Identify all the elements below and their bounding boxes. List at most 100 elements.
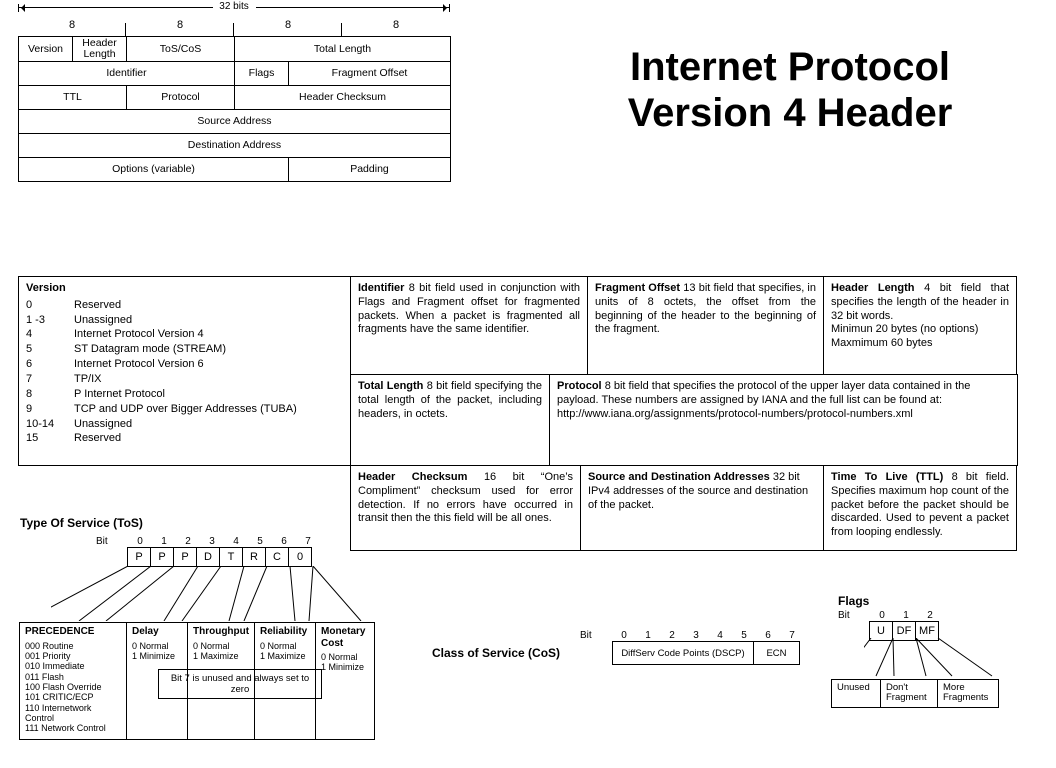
desc-proto-body: 8 bit field that specifies the protocol … (557, 380, 970, 406)
bit-label: 1 (894, 610, 918, 621)
desc-hlen-title: Header Length (831, 282, 915, 294)
precedence-row: 100 Flash Override (25, 682, 121, 692)
title-line2: Version 4 Header (628, 91, 953, 135)
tos-bit: P (150, 547, 174, 567)
octet-label: 8 (126, 19, 234, 31)
field-padding: Padding (289, 158, 451, 182)
desc-cksum-title: Header Checksum (358, 471, 467, 483)
monetary-title: Monetary Cost (321, 626, 369, 649)
monetary-r1: 1 Minimize (321, 662, 369, 672)
page-title: Internet Protocol Version 4 Header (540, 44, 1040, 136)
bit-label: 2 (176, 536, 200, 547)
flags-section: Flags Bit 0 1 2 U DF MF Unused Don't Fra… (838, 594, 1038, 708)
octet-labels-row: 8 8 8 8 (18, 14, 450, 36)
version-row: 10-14Unassigned (26, 417, 343, 432)
flags-mf-box: More Fragments (937, 679, 999, 708)
bit-word: Bit (580, 630, 612, 641)
version-row: 5ST Datagram mode (STREAM) (26, 342, 343, 357)
version-row: 0Reserved (26, 298, 343, 313)
desc-addresses: Source and Destination Addresses 32 bit … (580, 465, 824, 551)
version-row: 15Reserved (26, 431, 343, 446)
bit-label: 0 (128, 536, 152, 547)
delay-title: Delay (132, 626, 182, 638)
field-ttl: TTL (19, 86, 127, 110)
version-row: 6Internet Protocol Version 6 (26, 357, 343, 372)
field-options: Options (variable) (19, 158, 289, 182)
desc-proto-title: Protocol (557, 380, 602, 392)
version-row: 7TP/IX (26, 372, 343, 387)
precedence-row: 000 Routine (25, 641, 121, 651)
desc-hlen-l3: Maxmimum 60 bytes (831, 337, 932, 349)
bit-label: 0 (612, 630, 636, 641)
tos-bit: R (242, 547, 266, 567)
field-total-length: Total Length (235, 37, 451, 62)
bit-word: Bit (838, 610, 870, 621)
throughput-r0: 0 Normal (193, 641, 249, 651)
desc-ttl-title: Time To Live (TTL) (831, 471, 943, 483)
tos-bit: P (173, 547, 197, 567)
bit-label: 3 (684, 630, 708, 641)
precedence-row: 101 CRITIC/ECP (25, 692, 121, 702)
bit-label: 5 (732, 630, 756, 641)
tos-monetary-box: Monetary Cost 0 Normal 1 Minimize (315, 622, 375, 740)
bit-label: 7 (780, 630, 804, 641)
desc-frag-title: Fragment Offset (595, 282, 680, 294)
monetary-r0: 0 Normal (321, 652, 369, 662)
desc-ttl: Time To Live (TTL) 8 bit field. Specifie… (823, 465, 1017, 551)
bit-word: Bit (96, 536, 128, 547)
precedence-row: 010 Immediate (25, 661, 121, 671)
flags-boxes: Unused Don't Fragment More Fragments (832, 679, 1038, 708)
field-header-length: Header Length (73, 37, 127, 62)
delay-r0: 0 Normal (132, 641, 182, 651)
octet-label: 8 (18, 19, 126, 31)
field-version: Version (19, 37, 73, 62)
bit-label: 7 (296, 536, 320, 547)
flags-title: Flags (838, 594, 1038, 608)
bit-label: 5 (248, 536, 272, 547)
flags-df-box: Don't Fragment (880, 679, 938, 708)
bit-label: 4 (708, 630, 732, 641)
reliability-title: Reliability (260, 626, 310, 638)
bit-label: 0 (870, 610, 894, 621)
field-fragment-offset: Fragment Offset (289, 62, 451, 86)
cos-dscp: DiffServ Code Points (DSCP) (612, 641, 754, 665)
version-row: 8P Internet Protocol (26, 387, 343, 402)
bit-label: 2 (660, 630, 684, 641)
reliability-r1: 1 Maximize (260, 651, 310, 661)
throughput-r1: 1 Maximize (193, 651, 249, 661)
desc-total-length: Total Length 8 bit field specifying the … (350, 374, 550, 466)
precedence-title: PRECEDENCE (25, 626, 121, 638)
bit-label: 1 (636, 630, 660, 641)
desc-identifier: Identifier 8 bit field used in conjuncti… (350, 276, 588, 375)
desc-fragment-offset: Fragment Offset 13 bit field that specif… (587, 276, 824, 375)
bit-label: 6 (756, 630, 780, 641)
tos-connector-lines (51, 566, 391, 621)
throughput-title: Throughput (193, 626, 249, 638)
delay-r1: 1 Minimize (132, 651, 182, 661)
version-row: 4Internet Protocol Version 4 (26, 327, 343, 342)
header-fields-table: Version Header Length ToS/CoS Total Leng… (18, 36, 451, 182)
cos-section: Bit 0 1 2 3 4 5 6 7 Class of Service (Co… (432, 624, 832, 665)
reliability-r0: 0 Normal (260, 641, 310, 651)
ipv4-header-diagram: 32 bits 8 8 8 8 Version Header Length To… (18, 2, 450, 182)
tos-bit: 0 (288, 547, 312, 567)
field-checksum: Header Checksum (235, 86, 451, 110)
bit-label: 2 (918, 610, 942, 621)
precedence-row: 001 Priority (25, 651, 121, 661)
bit-label: 1 (152, 536, 176, 547)
tos-bit: T (219, 547, 243, 567)
desc-version: Version 0Reserved1 -3Unassigned4Internet… (18, 276, 351, 466)
field-tos: ToS/CoS (127, 37, 235, 62)
precedence-row: 011 Flash (25, 672, 121, 682)
desc-version-title: Version (26, 282, 66, 294)
bits32-label: 32 bits (213, 1, 255, 12)
tos-bit: P (127, 547, 151, 567)
flags-bit-labels: Bit 0 1 2 (838, 610, 1038, 621)
desc-identifier-title: Identifier (358, 282, 404, 294)
field-source-address: Source Address (19, 110, 451, 134)
bit-label: 6 (272, 536, 296, 547)
tos-bit-labels: Bit 0 1 2 3 4 5 6 7 (96, 536, 415, 547)
cos-ecn: ECN (753, 641, 800, 665)
field-protocol: Protocol (127, 86, 235, 110)
field-flags: Flags (235, 62, 289, 86)
